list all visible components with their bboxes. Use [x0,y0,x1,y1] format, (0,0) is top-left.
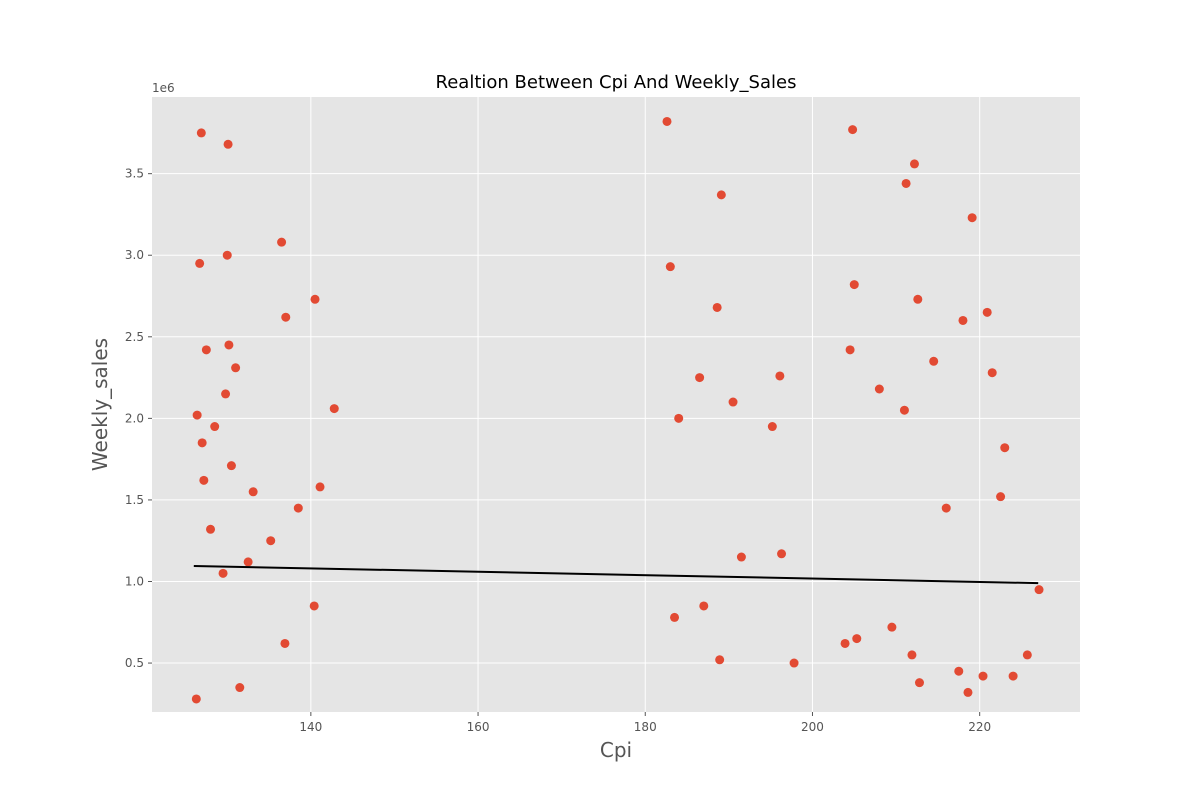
x-tick-label: 180 [634,720,657,734]
data-point [716,190,726,200]
data-point [196,128,206,138]
data-point [982,307,992,317]
data-point [987,368,997,378]
data-point [849,280,859,290]
data-point [978,671,988,681]
data-point [907,650,917,660]
data-point [1008,671,1018,681]
y-tick-label: 2.0 [125,411,144,425]
data-point [901,178,911,188]
data-point [674,413,684,423]
data-point [310,294,320,304]
data-point [963,687,973,697]
data-point [293,503,303,513]
plot-area [152,97,1080,712]
data-point [996,492,1006,502]
data-point [280,638,290,648]
data-point [695,373,705,383]
data-point [887,622,897,632]
data-point [909,159,919,169]
chart-title: Realtion Between Cpi And Weekly_Sales [436,72,797,93]
data-point [218,568,228,578]
data-point [224,340,234,350]
data-point [715,655,725,665]
data-point [223,139,233,149]
data-point [195,258,205,268]
x-axis-label: Cpi [600,738,632,762]
data-point [191,694,201,704]
data-point [736,552,746,562]
data-point [777,549,787,559]
data-point [266,536,276,546]
y-axis-offset-label: 1e6 [152,81,175,95]
data-point [281,312,291,322]
x-tick-label: 220 [968,720,991,734]
grid-lines [152,97,1080,712]
data-point [789,658,799,668]
y-tick-label: 0.5 [125,656,144,670]
data-point [775,371,785,381]
data-point [662,116,672,126]
data-point [954,666,964,676]
data-point [665,262,675,272]
data-point [221,389,231,399]
data-point [210,422,220,432]
data-point [235,683,245,693]
data-point [699,601,709,611]
data-point [277,237,287,247]
data-point [1022,650,1032,660]
data-point [226,461,236,471]
data-point [329,404,339,414]
data-point [767,422,777,432]
data-point [199,475,209,485]
data-point [222,250,232,260]
data-points [191,116,1044,704]
data-point [1000,443,1010,453]
data-point [840,638,850,648]
data-point [929,356,939,366]
y-tick-label: 1.0 [125,574,144,588]
x-tick-label: 140 [299,720,322,734]
data-point [967,213,977,223]
x-tick-label: 160 [467,720,490,734]
data-point [309,601,319,611]
y-axis-ticks: 0.5 1.0 1.5 2.0 2.5 3.0 3.5 [125,167,152,670]
data-point [712,302,722,312]
data-point [192,410,202,420]
trend-line [193,564,1039,585]
data-point [231,363,241,373]
data-point [670,612,680,622]
data-point [874,384,884,394]
data-point [201,345,211,355]
data-point [243,557,253,567]
data-point [913,294,923,304]
y-tick-label: 3.0 [125,248,144,262]
data-point [848,125,858,135]
x-tick-label: 200 [801,720,824,734]
data-point [197,438,207,448]
data-point [728,397,738,407]
y-tick-label: 1.5 [125,493,144,507]
data-point [958,315,968,325]
data-point [248,487,258,497]
data-point [914,678,924,688]
data-point [206,524,216,534]
data-point [315,482,325,492]
y-tick-label: 2.5 [125,330,144,344]
data-point [941,503,951,513]
y-axis-label: Weekly_sales [88,338,112,471]
data-point [845,345,855,355]
x-axis-ticks: 140 160 180 200 220 [299,712,991,734]
data-point [899,405,909,415]
data-point [852,634,862,644]
y-tick-label: 3.5 [125,167,144,181]
data-point [1034,585,1044,595]
